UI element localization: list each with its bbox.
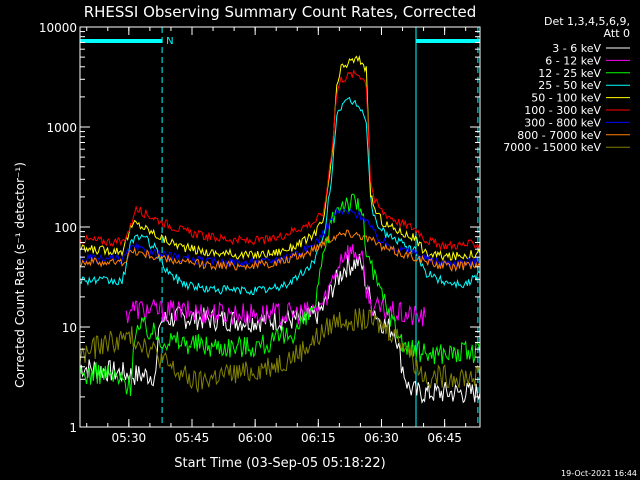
legend-header-line-1: Det 1,3,4,5,6,9, bbox=[544, 15, 630, 28]
series-line-5 bbox=[79, 68, 481, 251]
y-axis-label: Corrected Count Rate (s⁻¹ detector⁻¹) bbox=[13, 162, 27, 388]
legend-label-7: 800 - 7000 keV bbox=[517, 129, 601, 142]
y-tick-label: 1 bbox=[69, 421, 77, 435]
y-tick-label: 10 bbox=[62, 321, 77, 335]
x-tick-label: 05:45 bbox=[175, 431, 210, 445]
x-tick-label: 06:00 bbox=[238, 431, 273, 445]
legend-label-5: 100 - 300 keV bbox=[524, 104, 601, 117]
x-tick-label: 06:15 bbox=[301, 431, 336, 445]
y-tick-label: 10000 bbox=[39, 21, 77, 35]
axes: 1 10 100 1000 10000 05:30 05:45 06:00 06:15 06:30… bbox=[39, 21, 480, 445]
x-tick-label: 06:45 bbox=[427, 431, 462, 445]
y-tick-label: 100 bbox=[54, 221, 77, 235]
series-line-7 bbox=[79, 229, 481, 272]
legend-label-8: 7000 - 15000 keV bbox=[503, 141, 601, 154]
series-line-3 bbox=[79, 96, 481, 296]
legend-label-4: 50 - 100 keV bbox=[531, 92, 601, 105]
series-line-4 bbox=[79, 54, 481, 262]
legend-label-2: 12 - 25 keV bbox=[538, 67, 601, 80]
legend-label-3: 25 - 50 keV bbox=[538, 79, 601, 92]
x-axis-label: Start Time (03-Sep-05 05:18:22) bbox=[174, 456, 385, 471]
legend-label-1: 6 - 12 keV bbox=[545, 54, 601, 67]
x-tick-label: 06:30 bbox=[364, 431, 399, 445]
legend-label-0: 3 - 6 keV bbox=[552, 42, 601, 55]
series-line-1 bbox=[125, 243, 426, 327]
legend-label-6: 300 - 800 keV bbox=[524, 116, 601, 129]
y-tick-label: 1000 bbox=[46, 121, 77, 135]
legend-header-line-2: Att 0 bbox=[604, 27, 630, 40]
plot-area: N bbox=[79, 27, 481, 427]
series-line-2 bbox=[79, 193, 481, 397]
series-line-8 bbox=[79, 307, 481, 393]
timestamp: 19-Oct-2021 16:44 bbox=[561, 469, 637, 478]
chart-title: RHESSI Observing Summary Count Rates, Co… bbox=[84, 3, 477, 21]
x-tick-label: 05:30 bbox=[112, 431, 147, 445]
night-marker-label: N bbox=[166, 36, 173, 47]
series-line-0 bbox=[79, 253, 481, 404]
